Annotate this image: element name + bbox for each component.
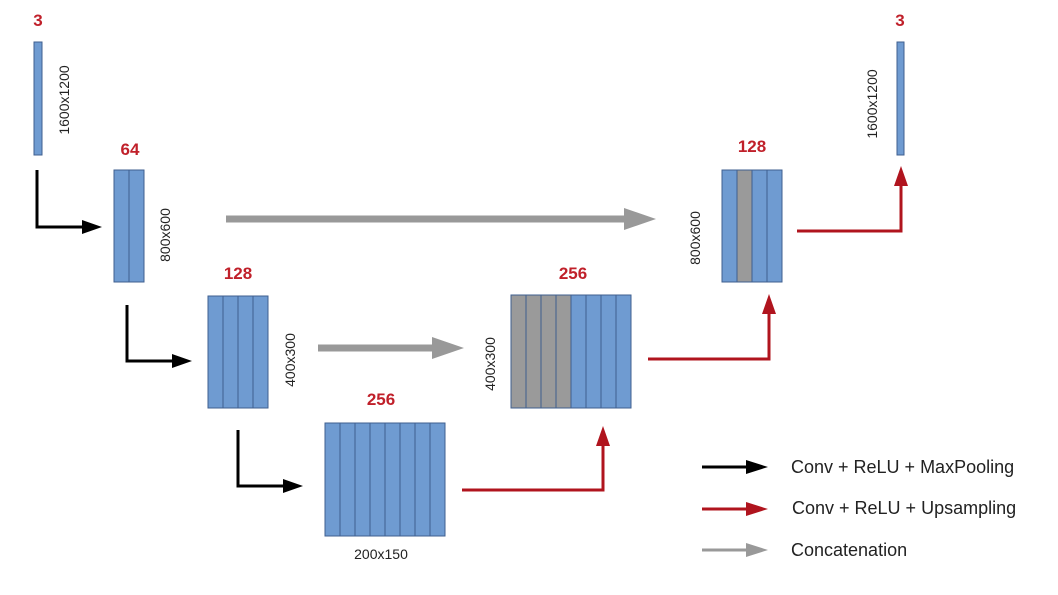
- concat-arrow-1: [226, 208, 656, 230]
- legend: Conv + ReLU + MaxPooling Conv + ReLU + U…: [702, 457, 1016, 560]
- decoder-block-1: [721, 169, 783, 283]
- legend-label-upsampling: Conv + ReLU + Upsampling: [792, 498, 1016, 518]
- encoder-2-channels-label: 128: [224, 264, 252, 283]
- maxpool-arrow-2: [125, 305, 192, 368]
- upsample-arrow-1: [462, 426, 610, 492]
- decoder-2-channels-label: 256: [559, 264, 587, 283]
- output-channels-label: 3: [895, 11, 904, 30]
- encoder-block-2: [207, 295, 269, 409]
- input-channels-label: 3: [33, 11, 42, 30]
- decoder-1-channels-label: 128: [738, 137, 766, 156]
- legend-label-maxpooling: Conv + ReLU + MaxPooling: [791, 457, 1014, 477]
- encoder-2-size-label: 400x300: [282, 333, 298, 387]
- bottleneck-channels-label: 256: [367, 390, 395, 409]
- maxpool-arrow-3: [236, 430, 303, 493]
- legend-arrow-icon-red: [746, 502, 768, 516]
- upsample-arrow-3: [797, 166, 908, 233]
- encoder-1-channels-label: 64: [121, 140, 140, 159]
- legend-item-maxpooling: Conv + ReLU + MaxPooling: [702, 457, 1014, 477]
- legend-item-upsampling: Conv + ReLU + Upsampling: [702, 498, 1016, 518]
- encoder-block-1: [113, 169, 145, 283]
- upsample-arrow-2: [648, 294, 776, 361]
- legend-arrow-icon-black: [746, 460, 768, 474]
- legend-label-concatenation: Concatenation: [791, 540, 907, 560]
- decoder-1-size-label: 800x600: [687, 211, 703, 265]
- encoder-1-size-label: 800x600: [157, 208, 173, 262]
- legend-item-concatenation: Concatenation: [702, 540, 907, 560]
- legend-arrow-icon-gray: [746, 543, 768, 557]
- concat-arrow-2: [318, 337, 464, 359]
- input-block: [33, 41, 43, 156]
- output-block: [896, 41, 905, 156]
- decoder-block-2: [510, 294, 632, 409]
- input-size-label: 1600x1200: [56, 65, 72, 135]
- maxpool-arrow-1: [35, 170, 102, 234]
- output-size-label: 1600x1200: [864, 69, 880, 139]
- bottleneck-block: [324, 422, 446, 537]
- bottleneck-size-label: 200x150: [354, 546, 408, 562]
- decoder-2-size-label: 400x300: [482, 337, 498, 391]
